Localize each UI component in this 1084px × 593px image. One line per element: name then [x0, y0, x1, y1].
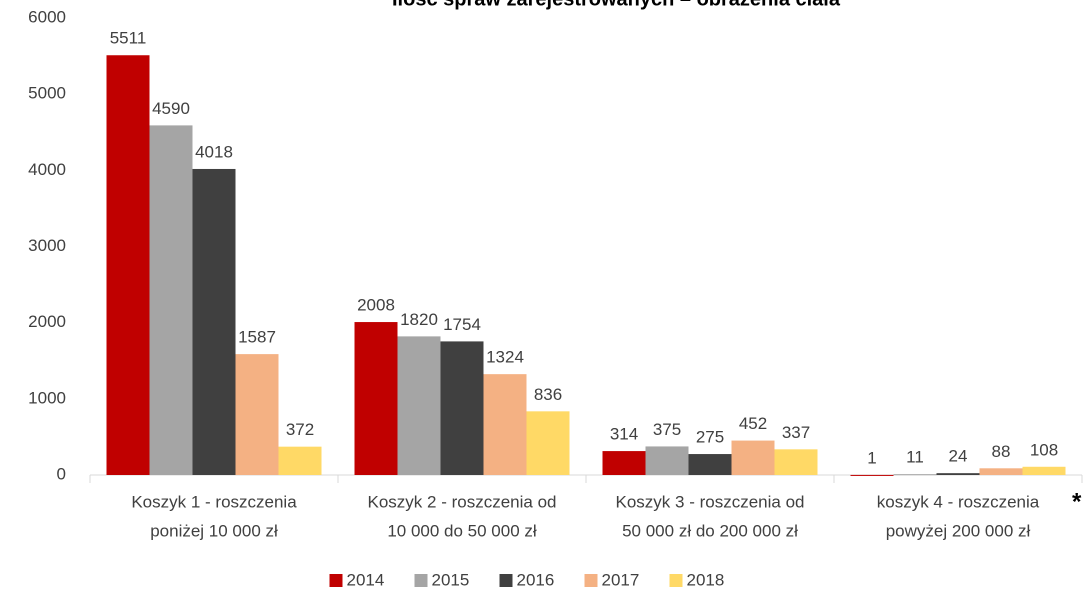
bar	[774, 449, 818, 475]
y-tick-label: 5000	[28, 84, 66, 103]
bar	[688, 454, 732, 475]
legend-label: 2017	[602, 570, 640, 589]
chart-title: Ilość spraw zarejestrowanych – obrażenia…	[392, 0, 841, 10]
y-tick-label: 1000	[28, 388, 66, 407]
value-label: 11	[906, 448, 924, 467]
value-label: 1587	[238, 328, 276, 347]
x-tick-label: Koszyk 2 - roszczenia od	[368, 492, 557, 511]
value-label: 452	[739, 414, 767, 433]
value-label: 372	[286, 420, 314, 439]
value-label: 2008	[357, 296, 395, 315]
value-label: 836	[534, 385, 562, 404]
value-label: 1324	[486, 348, 524, 367]
y-tick-label: 2000	[28, 312, 66, 331]
y-tick-label: 6000	[28, 7, 66, 26]
bar	[936, 473, 980, 475]
value-label: 5511	[110, 29, 147, 48]
bar	[731, 440, 775, 475]
x-tick-label: Koszyk 3 - roszczenia od	[616, 492, 805, 511]
y-tick-label: 4000	[28, 160, 66, 179]
bar	[192, 168, 236, 475]
legend-label: 2014	[347, 570, 385, 589]
annotation: *	[1072, 488, 1082, 515]
x-tick-label: Koszyk 1 - roszczenia	[131, 492, 297, 511]
legend-label: 2016	[517, 570, 555, 589]
x-tick-label: 10 000 do 50 000 zł	[387, 521, 537, 540]
value-label: 275	[696, 428, 724, 447]
bar	[850, 474, 894, 476]
legend-label: 2015	[432, 570, 470, 589]
legend-swatch	[584, 574, 598, 587]
bar	[397, 336, 441, 475]
bar	[106, 55, 150, 476]
bar	[645, 446, 689, 475]
bar	[440, 341, 484, 475]
bar	[602, 451, 646, 475]
y-tick-label: 3000	[28, 236, 66, 255]
value-label: 375	[653, 420, 681, 439]
value-label: 1820	[400, 310, 438, 329]
value-label: 4590	[152, 99, 190, 118]
value-label: 1754	[443, 315, 481, 334]
value-label: 24	[949, 447, 968, 466]
legend-swatch	[499, 574, 513, 587]
bar	[979, 468, 1023, 475]
value-label: 108	[1030, 440, 1058, 459]
value-label: 1	[867, 448, 876, 467]
x-tick-label: koszyk 4 - roszczenia	[877, 492, 1040, 511]
x-tick-label: 50 000 zł do 200 000 zł	[622, 521, 798, 540]
bar	[235, 354, 279, 475]
legend-swatch	[669, 574, 683, 587]
bar	[1022, 466, 1066, 475]
bar	[893, 474, 937, 476]
value-label: 4018	[195, 142, 233, 161]
bar	[526, 411, 570, 475]
value-label: 337	[782, 423, 810, 442]
y-tick-label: 0	[57, 464, 66, 483]
value-label: 88	[992, 442, 1011, 461]
bar	[149, 125, 193, 476]
bar	[354, 322, 398, 475]
bar	[278, 446, 322, 475]
value-label: 314	[610, 425, 638, 444]
legend-label: 2018	[687, 570, 725, 589]
legend-swatch	[329, 574, 343, 587]
x-tick-label: poniżej 10 000 zł	[150, 521, 278, 540]
bar	[483, 374, 527, 475]
legend-swatch	[414, 574, 428, 587]
x-tick-label: powyżej 200 000 zł	[886, 521, 1031, 540]
